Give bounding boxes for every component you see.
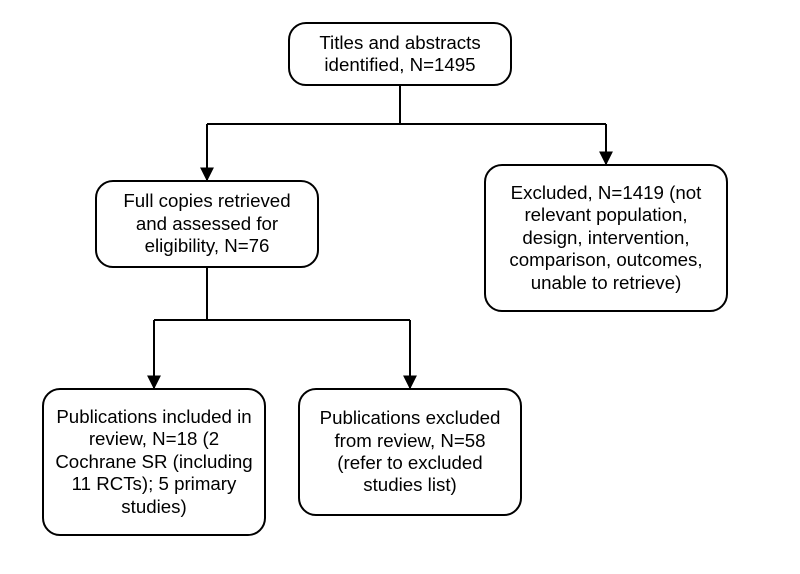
node-full-copies: Full copies retrieved and assessed for e… [95, 180, 319, 268]
node-included: Publications included in review, N=18 (2… [42, 388, 266, 536]
node-label: Excluded, N=1419 (not relevant populatio… [496, 182, 716, 294]
node-label: Publications included in review, N=18 (2… [54, 406, 254, 518]
node-excluded-review: Publications excluded from review, N=58 … [298, 388, 522, 516]
node-label: Titles and abstracts identified, N=1495 [300, 32, 500, 77]
node-identified: Titles and abstracts identified, N=1495 [288, 22, 512, 86]
node-label: Full copies retrieved and assessed for e… [107, 190, 307, 257]
node-label: Publications excluded from review, N=58 … [310, 407, 510, 497]
node-excluded-initial: Excluded, N=1419 (not relevant populatio… [484, 164, 728, 312]
flowchart-stage: Titles and abstracts identified, N=1495 … [0, 0, 800, 574]
